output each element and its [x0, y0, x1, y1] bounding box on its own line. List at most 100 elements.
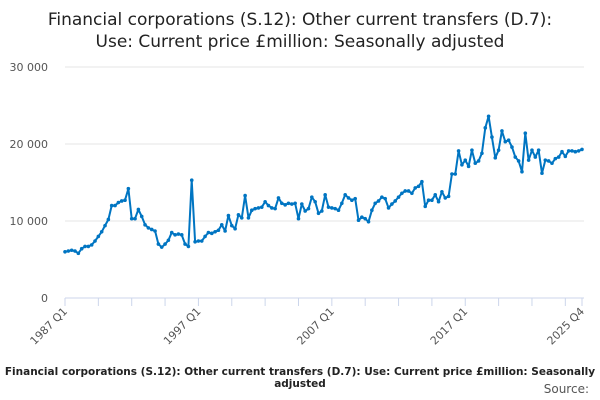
data-point	[470, 148, 474, 152]
data-point	[313, 199, 317, 204]
data-point	[283, 203, 287, 207]
data-point	[576, 149, 581, 153]
data-point	[79, 246, 84, 251]
data-point	[199, 239, 204, 243]
data-point	[113, 203, 117, 208]
data-point	[196, 239, 201, 243]
data-point	[89, 243, 94, 247]
data-point	[336, 208, 341, 213]
data-point	[333, 206, 337, 211]
source-label: Source:	[543, 382, 589, 396]
data-point	[176, 232, 181, 236]
data-point	[543, 158, 548, 162]
data-point	[353, 196, 357, 201]
data-point	[496, 148, 501, 152]
data-point	[400, 191, 404, 196]
data-point	[516, 159, 521, 163]
data-point	[386, 206, 391, 210]
data-point	[580, 147, 584, 152]
data-point	[373, 201, 378, 206]
data-point	[223, 229, 227, 233]
data-point	[343, 193, 347, 197]
data-point	[390, 202, 394, 206]
x-tick-label: 2017 Q1	[428, 305, 471, 348]
data-point	[340, 201, 344, 206]
data-point	[126, 186, 131, 191]
data-point	[76, 251, 81, 256]
data-point	[473, 161, 478, 166]
data-point	[350, 198, 354, 203]
data-point	[460, 162, 464, 167]
x-tick-label: 1987 Q1	[28, 305, 71, 348]
data-point	[239, 216, 244, 220]
data-point	[116, 200, 121, 205]
data-point	[99, 229, 104, 234]
data-point	[216, 228, 221, 233]
series-label: Financial corporations (S.12): Other cur…	[4, 366, 596, 390]
data-point	[520, 169, 524, 174]
data-point	[396, 195, 401, 199]
data-point	[169, 230, 174, 235]
data-point	[123, 198, 127, 203]
data-point	[149, 227, 154, 232]
data-point	[556, 155, 561, 159]
data-point	[370, 208, 374, 213]
data-point	[263, 199, 267, 204]
data-point	[480, 151, 484, 156]
y-tick-label: 30 000	[10, 61, 49, 74]
data-point	[139, 214, 144, 219]
data-point	[413, 186, 418, 190]
data-point	[146, 226, 151, 230]
data-point	[153, 229, 157, 233]
data-point	[143, 223, 147, 227]
data-point	[93, 239, 97, 243]
data-point	[280, 201, 284, 206]
data-point	[376, 199, 381, 203]
chart-title-line-2: Use: Current price £million: Seasonally …	[96, 32, 505, 52]
data-point	[109, 203, 114, 208]
data-point	[360, 215, 364, 219]
data-point	[179, 233, 184, 237]
data-point	[533, 155, 538, 159]
data-point	[506, 138, 511, 142]
data-point	[226, 213, 231, 218]
data-point	[233, 226, 237, 231]
data-point	[63, 250, 67, 254]
data-point	[550, 161, 554, 166]
data-point	[536, 148, 541, 152]
data-point	[430, 198, 434, 203]
data-point	[310, 195, 314, 199]
data-point	[486, 114, 491, 119]
data-point	[393, 199, 398, 203]
data-point	[303, 209, 307, 213]
data-point	[156, 242, 161, 246]
data-point	[416, 184, 421, 189]
x-tick-label: 2007 Q1	[294, 305, 337, 348]
data-point	[119, 199, 124, 203]
data-point	[573, 149, 578, 154]
data-point	[570, 149, 574, 153]
data-point	[173, 233, 177, 237]
data-point	[483, 126, 488, 130]
x-tick-label: 2025 Q4	[545, 305, 588, 348]
data-point	[290, 202, 294, 206]
data-point	[453, 172, 458, 176]
data-point	[330, 206, 334, 210]
data-point	[316, 211, 321, 216]
data-point	[403, 189, 408, 193]
data-point	[526, 158, 531, 162]
data-point	[490, 135, 494, 139]
data-point	[540, 171, 544, 176]
data-point	[106, 217, 111, 222]
data-point	[166, 238, 171, 243]
data-point	[66, 249, 71, 253]
data-point	[296, 216, 301, 221]
data-point	[476, 159, 481, 163]
data-point	[346, 196, 351, 200]
data-point	[159, 245, 164, 249]
data-point	[500, 129, 504, 133]
data-point	[259, 205, 264, 209]
data-point	[69, 248, 74, 253]
data-point	[553, 156, 558, 161]
